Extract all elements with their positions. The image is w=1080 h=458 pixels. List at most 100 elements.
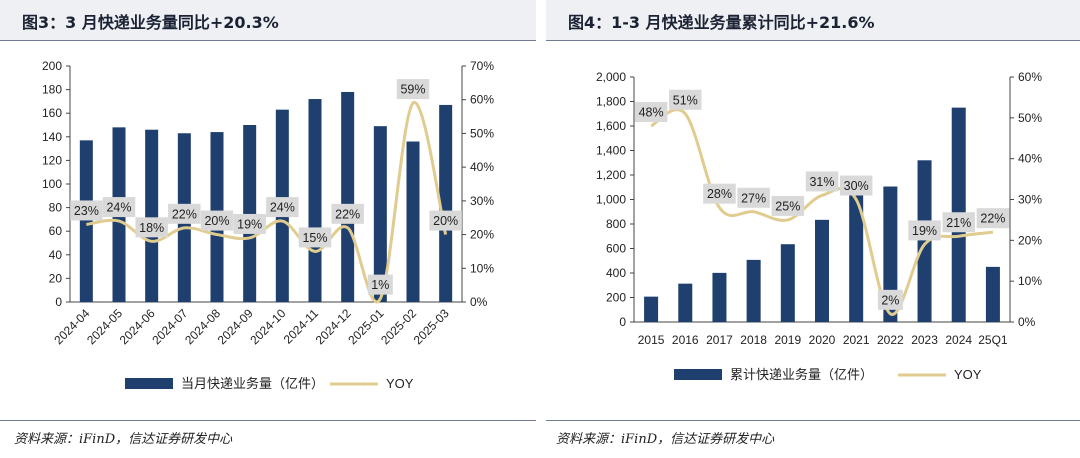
chart1-legend-bar-swatch	[125, 378, 173, 389]
chart1-bar	[439, 104, 453, 302]
chart2-title-bar: 图4：1-3 月快递业务量累计同比+21.6%	[546, 0, 1080, 41]
chart2-x-tick-label: 2024	[945, 333, 972, 347]
chart1-y-left-tick-label: 40	[49, 248, 63, 262]
chart1-bar	[308, 99, 322, 302]
chart2-bar	[849, 189, 864, 322]
chart2-yoy-label-bg	[703, 183, 736, 204]
chart2-x-tick-label: 2020	[809, 333, 836, 347]
chart2-bar	[746, 259, 761, 322]
chart2-x-tick-label: 2016	[672, 333, 699, 347]
chart1-y-right-tick-label: 60%	[470, 93, 494, 107]
chart2-yoy-label-bg	[877, 289, 903, 310]
chart1-yoy-label-bg	[70, 200, 103, 221]
chart1-yoy-label: 59%	[400, 83, 425, 97]
chart1-y-left-tick-label: 160	[42, 106, 62, 120]
chart1-y-left-tick-label: 200	[42, 59, 62, 73]
chart1-x-tick-label: 2024-10	[247, 306, 288, 347]
chart1-y-right-tick-label: 0%	[470, 295, 488, 309]
chart2-y-right-tick-label: 0%	[1018, 315, 1036, 329]
chart2-title: 图4：1-3 月快递业务量累计同比+21.6%	[568, 13, 875, 32]
chart1-yoy-label-bg	[298, 227, 332, 248]
chart1-y-right-tick-label: 10%	[470, 261, 494, 275]
chart2-source: 资料来源：iFinD，信达证券研发中心	[556, 432, 775, 447]
chart1-y-right-tick-label: 20%	[470, 228, 494, 242]
chart2-legend-bar-swatch	[674, 369, 722, 380]
chart2-yoy-label: 27%	[741, 191, 766, 205]
chart2-yoy-line	[650, 108, 994, 316]
chart2-bar	[780, 244, 795, 322]
chart2-yoy-label-bg	[771, 195, 805, 216]
chart2-bar	[883, 186, 898, 322]
chart2-yoy-label: 48%	[639, 106, 664, 120]
chart1-y-left-tick-label: 100	[42, 177, 62, 191]
chart2-yoy-label: 30%	[844, 179, 869, 193]
chart1-yoy-label: 23%	[74, 204, 99, 218]
chart1-bar	[373, 126, 387, 303]
chart2-x-tick-label: 2023	[911, 333, 938, 347]
chart2-y-left-tick-label: 1,000	[596, 193, 626, 207]
chart1-svg: 0 20 40 60 80 100 120 140 160 180 200 0% 10% 20% 30% 40…	[42, 59, 494, 391]
chart2-yoy-label: 31%	[809, 175, 834, 189]
chart2-y-right-tick-label: 20%	[1018, 233, 1042, 247]
chart1-yoy-label-bg	[135, 217, 168, 238]
chart2-y-right-tick-label: 60%	[1018, 70, 1042, 84]
chart2-y-left-tick-label: 1,400	[596, 144, 626, 158]
chart1-bottom-rule	[0, 420, 536, 421]
chart2-y-right-tick-label: 30%	[1018, 193, 1042, 207]
chart2-legend-bar-label: 累计快递业务量（亿件）	[730, 367, 873, 382]
chart2-svg: 0 200 400 600 800 1,000 1,200 1,400 1,600 1,800 2,…	[596, 70, 1042, 382]
chart1-y-right-tick-label: 40%	[470, 160, 494, 174]
chart1-bar	[341, 91, 355, 303]
chart2-yoy-label-bg	[805, 171, 839, 192]
chart1-bar	[145, 129, 159, 302]
chart1-yoy-label-bg	[233, 213, 266, 234]
chart1-y-left-tick-label: 60	[49, 224, 63, 238]
chart1-yoy-label: 19%	[237, 217, 262, 231]
chart1-title: 图3：3 月快递业务量同比+20.3%	[22, 13, 279, 32]
chart2-yoy-label-bg	[976, 208, 1010, 229]
chart2-bottom-rule	[546, 420, 1080, 421]
chart1-bar	[243, 125, 257, 302]
chart2-x-tick-label: 2015	[638, 333, 665, 347]
chart2-x-tick-label: 2017	[706, 333, 733, 347]
chart1-y-left-tick-label: 180	[42, 83, 62, 97]
chart1-yoy-label: 20%	[204, 214, 229, 228]
chart2-y-left-tick-label: 600	[606, 242, 626, 256]
chart1-y-right-tick-label: 50%	[470, 126, 494, 140]
chart2-bar	[917, 160, 932, 322]
chart1-y-left-tick-label: 20	[49, 271, 63, 285]
chart1-yoy-label: 15%	[302, 231, 327, 245]
chart1-yoy-line	[86, 101, 448, 304]
chart2-yoy-label: 19%	[912, 224, 937, 238]
chart2-y-left-tick-label: 400	[606, 266, 626, 280]
chart2-yoy-label-bg	[908, 220, 941, 241]
chart2-yoy-label-bg	[839, 175, 873, 196]
chart1-yoy-label: 24%	[270, 201, 295, 215]
chart1-legend-line-label: YOY	[386, 376, 414, 391]
chart1-yoy-label-bg	[200, 210, 234, 231]
chart1-y-right-tick-label: 70%	[470, 59, 494, 73]
chart1-y-left-tick-label: 0	[55, 295, 62, 309]
chart1-yoy-label: 24%	[106, 201, 131, 215]
chart2-yoy-label-bg	[669, 89, 702, 110]
chart2-y-left-tick-label: 200	[606, 291, 626, 305]
chart1-title-bar: 图3：3 月快递业务量同比+20.3%	[0, 0, 536, 41]
chart1-yoy-label-bg	[396, 79, 430, 100]
chart1-yoy-label: 18%	[139, 221, 164, 235]
chart2-x-tick-label: 2021	[843, 333, 870, 347]
chart1-yoy-label-bg	[102, 197, 136, 218]
chart1-y-left-tick-label: 80	[49, 201, 63, 215]
chart2-y-left-tick-label: 0	[619, 315, 626, 329]
chart1-yoy-label: 1%	[371, 278, 389, 292]
chart2-y-left-tick-label: 800	[606, 217, 626, 231]
chart2-yoy-label: 22%	[980, 212, 1005, 226]
chart2-y-right-tick-label: 40%	[1018, 152, 1042, 166]
chart2-x-tick-label: 2018	[740, 333, 767, 347]
chart1-yoy-label: 22%	[172, 207, 197, 221]
chart1-y-left-tick-label: 120	[42, 153, 62, 167]
chart2-y-left-tick-label: 1,200	[596, 168, 626, 182]
chart1-bar	[406, 141, 420, 302]
chart1-yoy-label: 20%	[433, 214, 458, 228]
chart2-yoy-label: 51%	[673, 93, 698, 107]
chart1-yoy-label-bg	[429, 210, 462, 231]
